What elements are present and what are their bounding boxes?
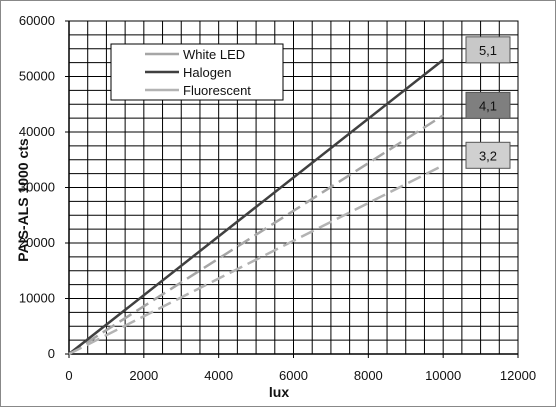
annotation-badge [465, 141, 511, 169]
legend-box [110, 43, 284, 101]
axes [65, 20, 519, 358]
x-tick-label: 12000 [500, 368, 536, 383]
series-layer [68, 58, 444, 356]
legend-label: Fluorescent [183, 83, 251, 98]
annotation-badges: 5,1 4,1 3,2 [465, 36, 511, 169]
legend-label: White LED [183, 47, 245, 62]
x-axis-label: lux [269, 384, 289, 400]
x-tick-label: 6000 [279, 368, 308, 383]
tick-labels: 0 2000 4000 6000 8000 10000 12000 0 10000 20000 30… [19, 13, 536, 383]
legend-label: Halogen [183, 65, 231, 80]
y-tick-label: 50000 [19, 69, 55, 84]
annotation-badge [465, 36, 511, 64]
x-tick-label: 10000 [425, 368, 461, 383]
x-tick-label: 8000 [354, 368, 383, 383]
y-tick-label: 60000 [19, 13, 55, 28]
annotation-label: 4,1 [479, 98, 497, 113]
series-line-halogen [68, 58, 444, 355]
y-axis-label: PAIS-ALS 1000 cts [15, 138, 31, 262]
y-tick-label: 30000 [19, 180, 55, 195]
annotation-label: 3,2 [479, 148, 497, 163]
series-line-fluorescent [68, 164, 444, 356]
x-tick-label: 0 [65, 368, 72, 383]
legend: White LED Halogen Fluorescent [110, 43, 284, 101]
y-tick-label: 10000 [19, 291, 55, 306]
x-tick-label: 2000 [129, 368, 158, 383]
annotation-label: 5,1 [479, 43, 497, 58]
series-line-white-led [68, 114, 444, 356]
annotation-badge [465, 91, 511, 119]
y-tick-label: 0 [48, 346, 55, 361]
x-tick-label: 4000 [204, 368, 233, 383]
y-tick-label: 20000 [19, 235, 55, 250]
y-tick-label: 40000 [19, 124, 55, 139]
